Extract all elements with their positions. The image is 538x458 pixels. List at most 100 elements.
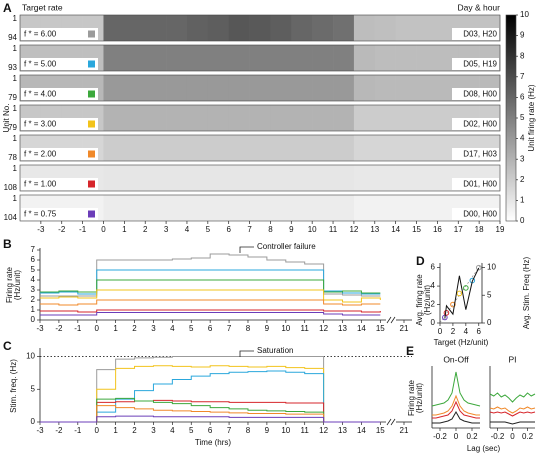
day-box [452, 208, 499, 220]
heatmap-cell [145, 75, 167, 101]
day-box [452, 118, 499, 130]
x-tick-label: 8 [268, 225, 273, 234]
heatmap-cell [312, 105, 334, 131]
heatmap-cell [353, 75, 376, 101]
unit-last: 79 [8, 93, 17, 102]
unit-last: 94 [8, 33, 17, 42]
heatmap-cell [249, 45, 271, 71]
day-box [452, 178, 499, 190]
series-line [489, 411, 536, 417]
x-axis-label: Target (Hz/unit) [434, 338, 489, 347]
target-label: f * = 2.00 [24, 150, 57, 159]
break-mark [386, 316, 396, 324]
heatmap-cell [103, 75, 125, 101]
x-tick-label: 6 [208, 426, 213, 435]
heatmap-cell [207, 45, 229, 71]
heatmap-cell [145, 45, 167, 71]
x-tick-label: 1 [122, 225, 127, 234]
annotation-bracket [239, 350, 254, 357]
y-tick-label: 4 [431, 281, 436, 290]
subplot-title: On-Off [443, 354, 469, 364]
y-tick-label: 0 [431, 318, 436, 327]
x-tick-label: 11 [301, 324, 310, 333]
heatmap-cell [353, 135, 376, 161]
annotation: Controller failure [257, 242, 316, 251]
x-tick-label: -2 [55, 426, 63, 435]
x-tick-label: 8 [246, 324, 251, 333]
heatmap-cell [124, 45, 146, 71]
heatmap-cell [103, 165, 125, 191]
label-box [21, 118, 98, 130]
heatmap-cell [228, 45, 250, 71]
y-axis-label: Firing rate [5, 266, 14, 303]
heatmap-cell [270, 45, 292, 71]
x-tick-label: 6 [208, 324, 213, 333]
day-header: Day & hour [457, 2, 500, 12]
heatmap-cell [374, 15, 396, 41]
data-point [463, 285, 469, 291]
x-tick-label: 11 [329, 225, 338, 234]
heatmap-cell [312, 15, 334, 41]
x-tick-label: 18 [475, 225, 484, 234]
row-frame [19, 74, 501, 102]
unit-first: 1 [13, 194, 18, 203]
y-tick-label: 0 [31, 417, 36, 426]
heatmap-cell [166, 45, 188, 71]
heatmap-cell [291, 165, 313, 191]
x-tick-label: 5 [189, 426, 194, 435]
heatmap-cell [186, 165, 209, 191]
x-tick-label: 5 [189, 324, 194, 333]
heatmap-cell [207, 195, 229, 221]
x-tick-label: 15 [412, 225, 421, 234]
day-box [452, 88, 499, 100]
label-box [21, 148, 98, 160]
x-tick-label: 8 [246, 426, 251, 435]
heatmap-cell [395, 15, 417, 41]
heatmap-cell [416, 75, 438, 101]
x-tick-label: 7 [227, 324, 232, 333]
heatmap-cell [333, 75, 355, 101]
heatmap-cell [166, 105, 188, 131]
heatmap-cell [249, 105, 271, 131]
heatmap-cell [186, 75, 209, 101]
heatmap-cell [333, 105, 355, 131]
color-swatch [88, 210, 95, 218]
x-tick-label: 16 [433, 225, 442, 234]
heatmap-cell [249, 15, 271, 41]
x-tick-label: 2 [132, 426, 137, 435]
x-tick-label: 0 [94, 324, 99, 333]
series-line [40, 356, 381, 423]
heatmap-cell [270, 195, 292, 221]
heatmap-cell [395, 105, 417, 131]
heatmap-cell [333, 165, 355, 191]
x-tick-label: -2 [55, 324, 63, 333]
y-tick-label: 2 [431, 300, 436, 309]
heatmap-cell [145, 15, 167, 41]
unit-last: 78 [8, 153, 17, 162]
heatmap-cell [416, 165, 438, 191]
heatmap-cell [249, 75, 271, 101]
series-line [40, 370, 381, 423]
heatmap-cell [207, 135, 229, 161]
heatmap-cell [374, 75, 396, 101]
x-tick-label: 4 [185, 225, 190, 234]
row-frame [19, 44, 501, 72]
heatmap-cell [186, 195, 209, 221]
x-tick-label: 10 [281, 426, 290, 435]
heatmap-cell [291, 15, 313, 41]
x-tick-label: 1 [113, 426, 118, 435]
heatmap-cell [103, 195, 125, 221]
heatmap-cell [228, 165, 250, 191]
y-axis-label: Unit No. [2, 104, 11, 133]
x-tick-label: 3 [151, 324, 156, 333]
heatmap-cell [312, 45, 334, 71]
heatmap-cell [166, 165, 188, 191]
heatmap-cell [228, 135, 250, 161]
data-point [443, 310, 450, 316]
x-tick-label: 4 [170, 324, 175, 333]
heatmap-cell [249, 195, 271, 221]
unit-first: 1 [13, 134, 18, 143]
x-tick-label: 12 [319, 426, 328, 435]
panel-letter: A [3, 1, 12, 15]
